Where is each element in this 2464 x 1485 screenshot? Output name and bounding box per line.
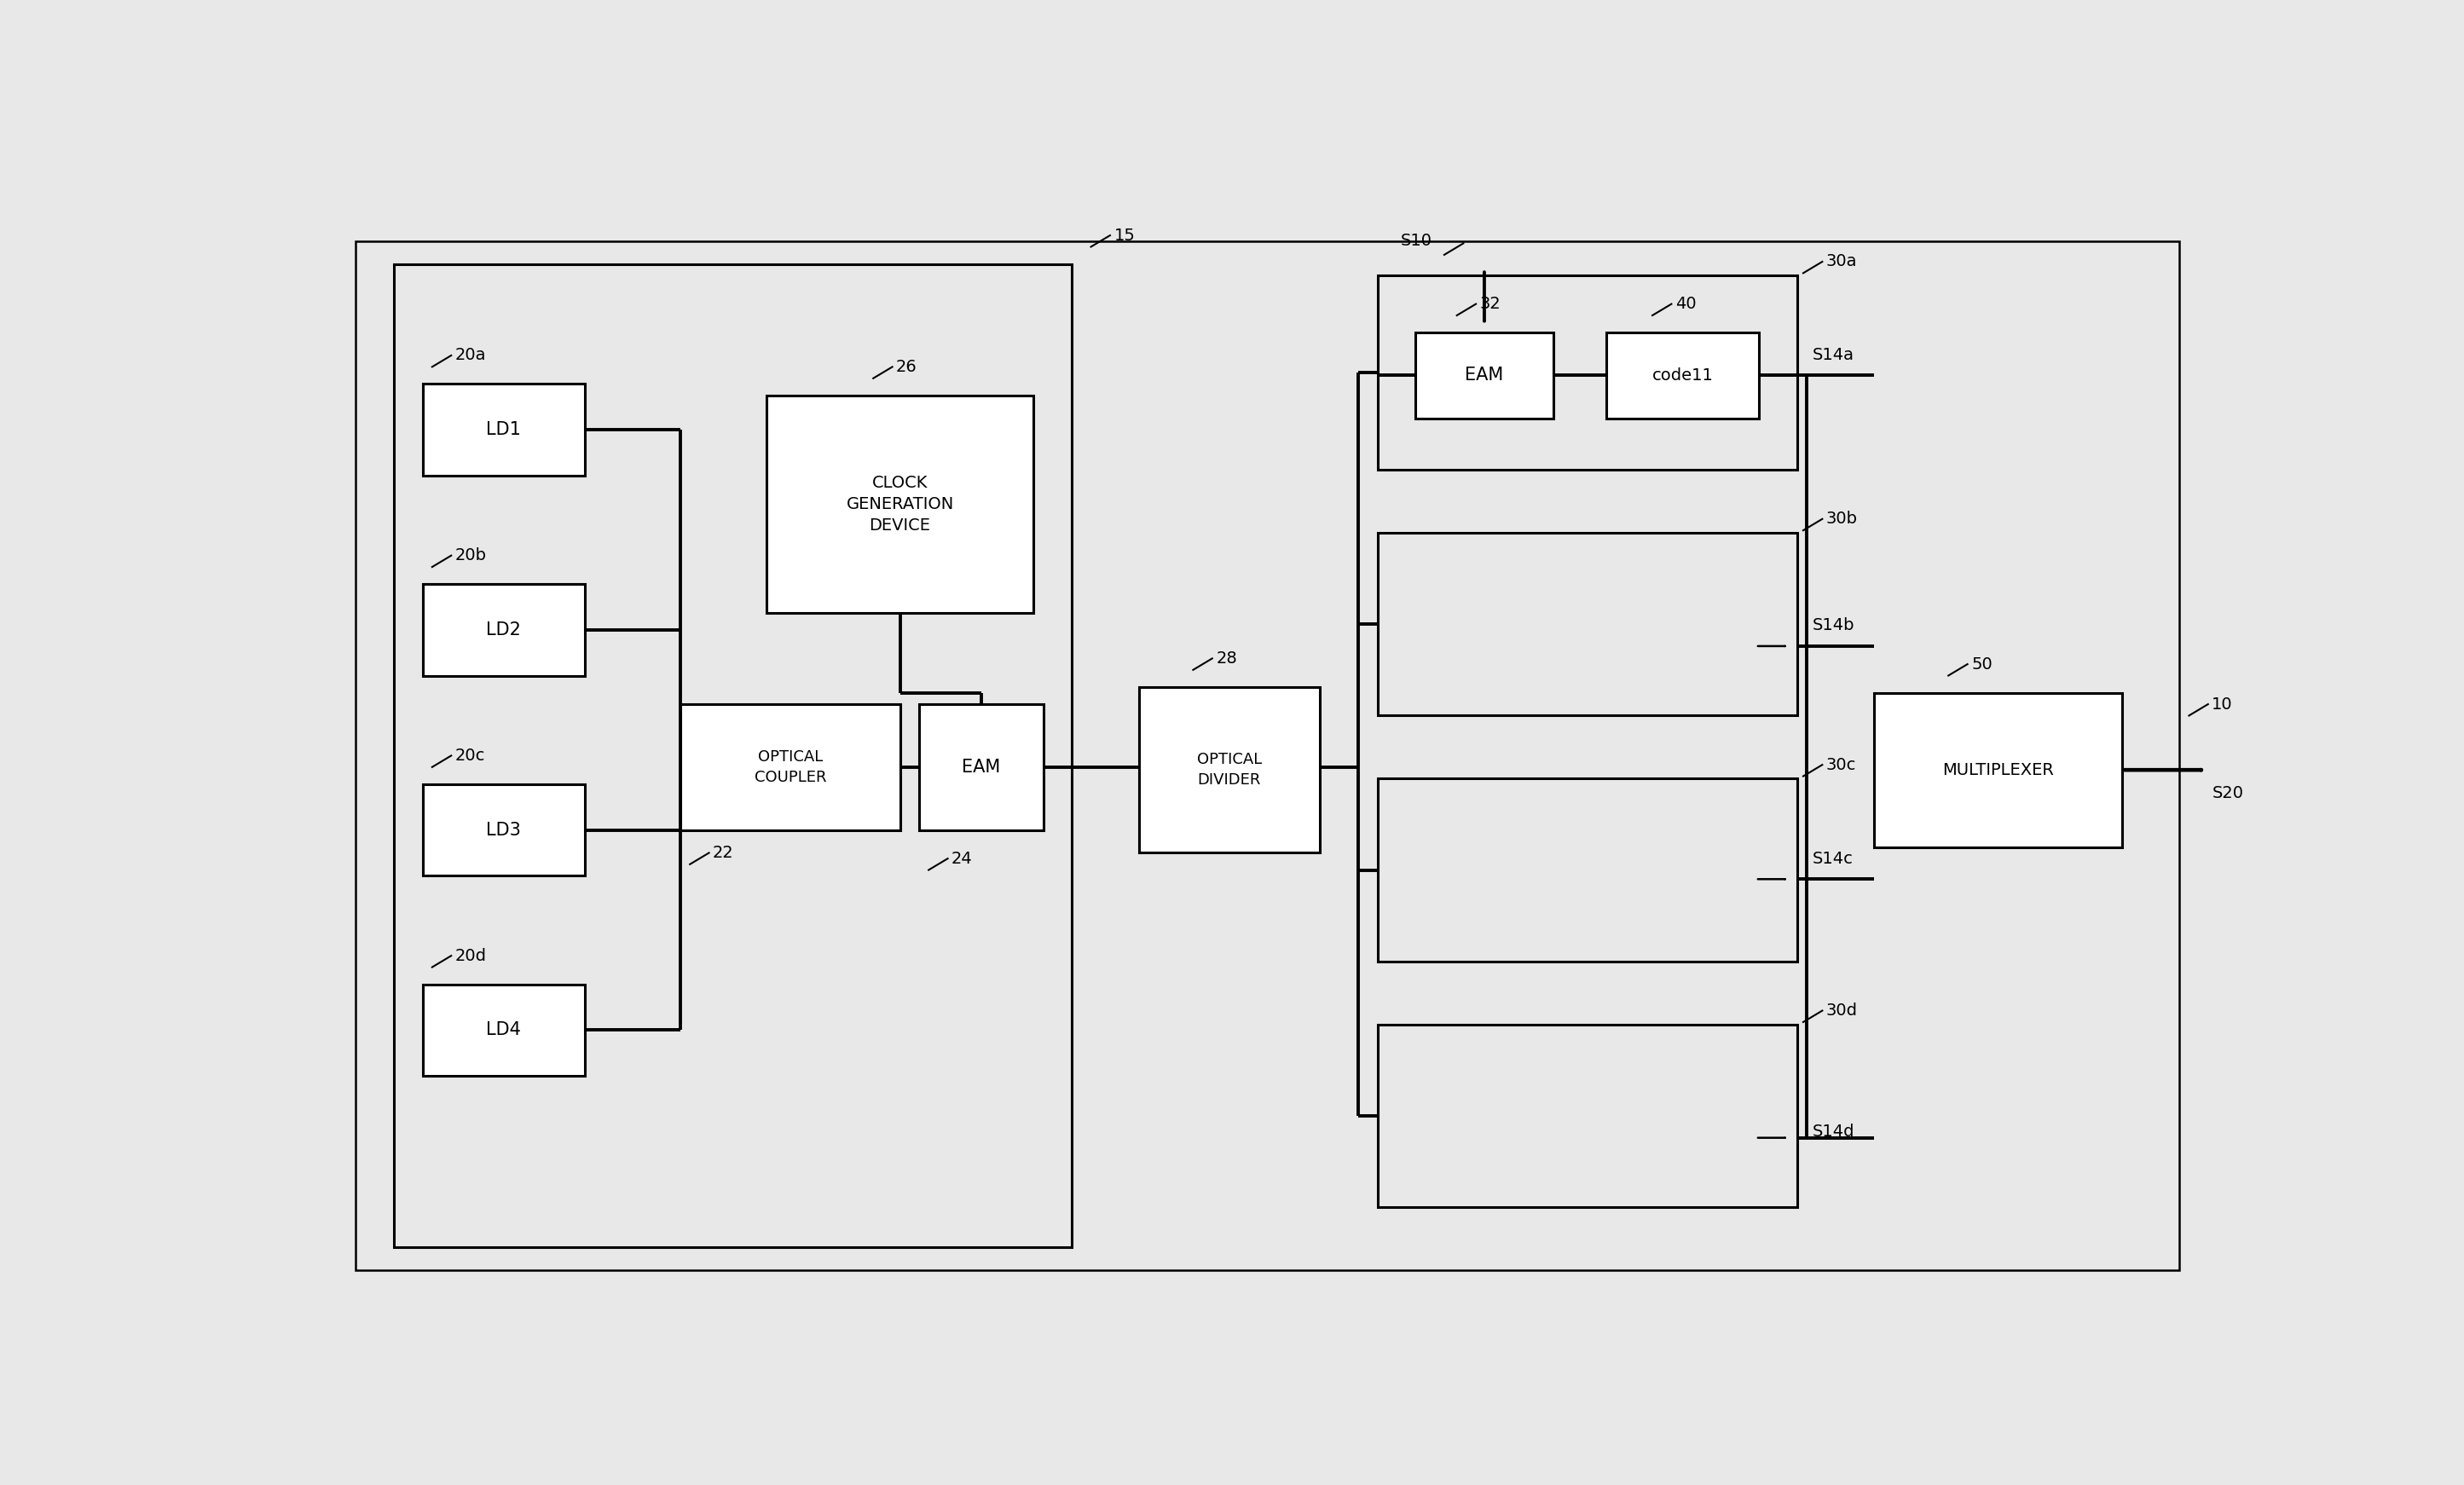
Text: LD4: LD4: [485, 1022, 522, 1038]
Bar: [1377, 275, 1799, 469]
Bar: [1414, 333, 1552, 419]
Bar: [424, 985, 584, 1075]
Text: 30c: 30c: [1826, 757, 1855, 772]
Bar: [919, 704, 1042, 830]
Text: 40: 40: [1676, 296, 1695, 312]
Bar: [394, 264, 1072, 1247]
Bar: [680, 704, 899, 830]
Text: LD2: LD2: [485, 621, 522, 639]
Bar: [1138, 688, 1321, 852]
Text: 30b: 30b: [1826, 511, 1858, 527]
Text: 30d: 30d: [1826, 1002, 1858, 1019]
Text: S20: S20: [2213, 784, 2242, 800]
Text: 30a: 30a: [1826, 254, 1858, 270]
Text: S14a: S14a: [1814, 347, 1855, 362]
Bar: [424, 784, 584, 876]
Text: LD1: LD1: [485, 422, 522, 438]
Bar: [424, 385, 584, 475]
Text: CLOCK
GENERATION
DEVICE: CLOCK GENERATION DEVICE: [845, 475, 954, 533]
Bar: [1377, 533, 1799, 716]
Bar: [1607, 333, 1759, 419]
Text: OPTICAL
COUPLER: OPTICAL COUPLER: [754, 750, 825, 784]
Text: 20c: 20c: [456, 747, 485, 763]
Text: 20d: 20d: [456, 947, 485, 964]
Text: MULTIPLEXER: MULTIPLEXER: [1942, 762, 2055, 778]
Text: 15: 15: [1114, 227, 1136, 244]
Text: S10: S10: [1400, 233, 1432, 249]
Text: S14d: S14d: [1814, 1124, 1855, 1140]
Text: 22: 22: [712, 845, 734, 861]
Text: 26: 26: [897, 359, 917, 376]
Bar: [424, 584, 584, 676]
Text: LD3: LD3: [485, 821, 522, 839]
Text: EAM: EAM: [961, 759, 1000, 775]
Text: 50: 50: [1971, 656, 1993, 673]
Text: 10: 10: [2213, 696, 2232, 713]
Text: 24: 24: [951, 851, 973, 867]
Bar: [1377, 778, 1799, 961]
Text: 20b: 20b: [456, 548, 485, 564]
Bar: [1873, 692, 2122, 846]
Text: 20a: 20a: [456, 347, 485, 364]
Text: S14c: S14c: [1814, 851, 1853, 867]
Text: OPTICAL
DIVIDER: OPTICAL DIVIDER: [1198, 753, 1262, 787]
Text: 28: 28: [1217, 650, 1237, 667]
Text: EAM: EAM: [1466, 367, 1503, 385]
Bar: [1377, 1025, 1799, 1207]
Text: 32: 32: [1481, 296, 1501, 312]
Bar: [766, 395, 1035, 613]
Text: S14b: S14b: [1814, 618, 1855, 634]
Text: code11: code11: [1653, 367, 1712, 383]
